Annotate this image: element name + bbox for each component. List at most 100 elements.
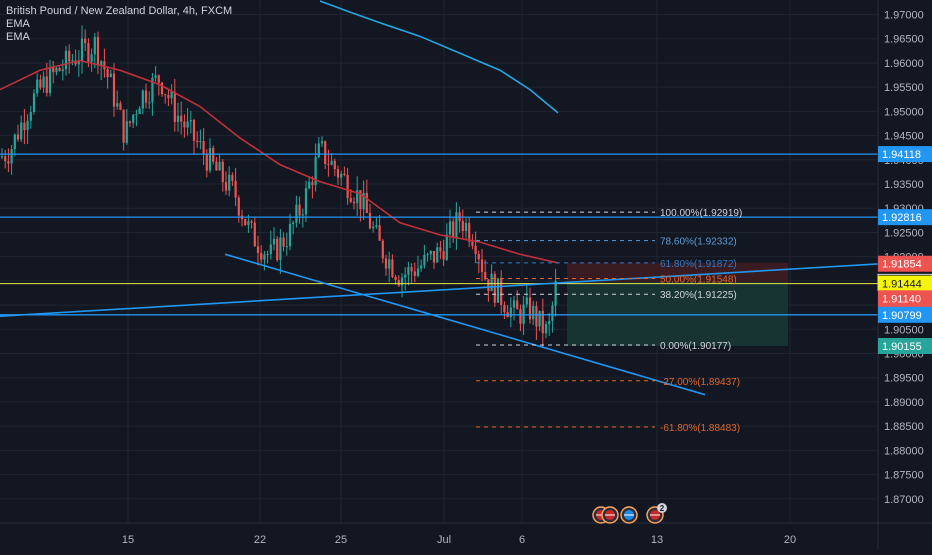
candle-bearish [244,219,246,225]
candle-bullish [404,275,406,278]
candle-bearish [87,43,89,62]
candle-bullish [523,304,525,323]
price-tag-text: 1.92816 [882,212,922,224]
fib-level-label: 78.60%(1.92332) [660,237,737,248]
candle-bearish [193,120,195,141]
candle-bearish [385,258,387,268]
candle-bearish [529,297,531,319]
candle-bullish [305,188,307,214]
price-tag-text: 1.94118 [882,149,921,161]
candle-bullish [247,221,249,225]
candle-bullish [423,255,425,266]
candle-bearish [164,94,166,95]
candle-bullish [14,135,16,150]
candle-bearish [103,61,105,69]
candle-bearish [350,198,352,202]
candle-bullish [372,227,374,229]
candle-bullish [199,141,201,142]
candle-bullish [171,92,173,98]
uk-flag-icon[interactable] [602,507,618,523]
candle-bearish [327,164,329,165]
price-tick-label: 1.96500 [884,34,924,46]
ema-indicator-1[interactable]: EMA [6,18,232,31]
fib-level-label: -27.00%(1.89437) [660,377,740,388]
fib-level-label: -61.80%(1.88483) [660,423,740,434]
candle-bearish [311,182,313,185]
candle-bullish [190,120,192,121]
candle-bearish [283,238,285,247]
price-tick-label: 1.90500 [884,324,924,336]
candle-bullish [209,148,211,171]
candle-bullish [273,239,275,245]
candle-bullish [11,149,13,163]
candle-bullish [55,68,57,72]
candle-bullish [427,254,429,255]
fib-level-label: 0.00%(1.90177) [660,341,731,352]
price-tick-label: 1.96000 [884,58,924,70]
candle-bullish [407,267,409,275]
candle-bullish [139,108,141,114]
candle-bearish [500,278,502,305]
candle-bearish [251,221,253,222]
candle-bearish [145,91,147,103]
price-axis-tag: 1.90155 [878,338,932,354]
candle-bearish [347,175,349,198]
candle-bearish [334,161,336,169]
price-tick-label: 1.93500 [884,179,924,191]
candle-bullish [302,214,304,215]
candle-bearish [225,182,227,190]
candle-bullish [1,156,3,157]
candle-bullish [295,205,297,223]
candle-bullish [545,324,547,333]
candle-bullish [65,51,67,70]
candle-bearish [382,241,384,259]
candle-bearish [379,225,381,241]
candle-bearish [391,259,393,277]
time-tick-label: 20 [784,534,796,546]
candle-bullish [491,274,493,291]
time-tick-label: 6 [519,534,525,546]
price-tick-label: 1.94500 [884,131,924,143]
event-count-badge[interactable]: 2 [657,503,667,513]
ema-indicator-2[interactable]: EMA [6,31,232,44]
candle-bearish [206,155,208,171]
candle-bearish [203,141,205,155]
candle-bullish [27,121,29,130]
candle-bearish [353,202,355,203]
candle-bullish [321,141,323,143]
fib-level-label: 100.00%(1.92919) [660,208,742,219]
candle-bearish [238,198,240,216]
candle-bearish [215,162,217,171]
price-tick-label: 1.89000 [884,397,924,409]
fib-level-label: 61.80%(1.91872) [660,259,737,270]
candle-bullish [36,80,38,94]
candle-bullish [155,75,157,77]
candle-bearish [46,76,48,93]
candle-bullish [388,259,390,268]
candle-bullish [20,123,22,140]
candle-bearish [452,221,454,237]
candle-bullish [417,268,419,276]
candle-bullish [62,69,64,71]
candle-bearish [59,68,61,71]
candle-bearish [433,251,435,262]
candle-bullish [526,297,528,304]
candle-bearish [535,306,537,327]
candle-bearish [39,80,41,88]
symbol-title[interactable]: British Pound / New Zealand Dollar, 4h, … [6,5,232,18]
candle-bullish [263,254,265,259]
price-tag-text: 1.91854 [882,259,922,271]
candle-bearish [17,135,19,140]
candle-bearish [478,254,480,259]
candle-bullish [420,266,422,269]
candle-bullish [33,93,35,112]
globe-icon[interactable] [621,507,637,523]
candle-bullish [187,121,189,127]
candle-bearish [123,110,125,143]
candle-bearish [487,279,489,291]
time-tick-label: 22 [254,534,266,546]
candle-bearish [196,141,198,142]
candle-bearish [439,247,441,251]
